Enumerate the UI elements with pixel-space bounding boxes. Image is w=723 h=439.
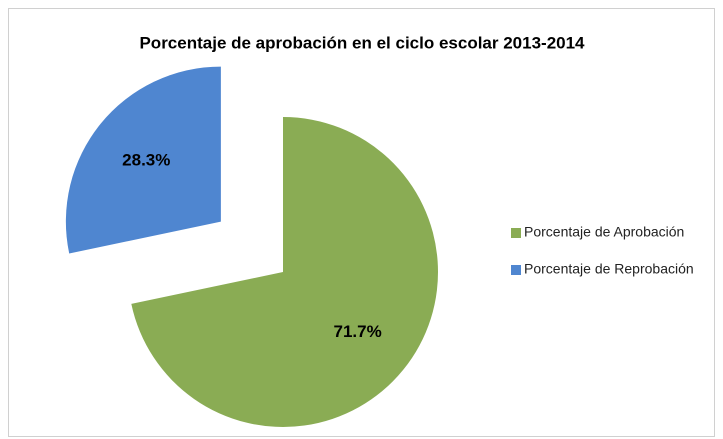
legend-swatch [511,228,521,238]
legend-label: Porcentaje de Aprobación [524,224,684,240]
data-label: 71.7% [334,322,382,341]
legend-swatch [511,265,521,275]
pie-slice [131,117,438,427]
pie-slice [65,66,221,254]
legend-label: Porcentaje de Reprobación [524,261,694,277]
data-label: 28.3% [122,151,170,170]
chart-title: Porcentaje de aprobación en el ciclo esc… [139,33,585,52]
